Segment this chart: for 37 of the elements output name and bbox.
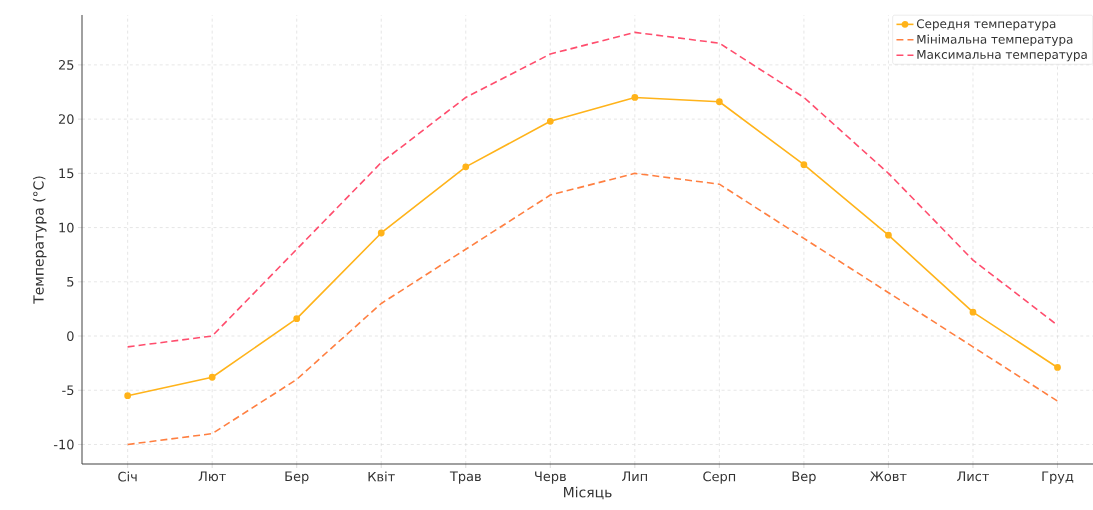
point [546, 117, 554, 125]
y-tick-label: 25 [58, 59, 74, 70]
x-tick-label: Черв [535, 471, 566, 484]
y-tick-label: -5 [62, 385, 74, 396]
point [124, 392, 132, 400]
x-tick-label: Лют [198, 471, 226, 482]
x-tick-label: Лист [957, 471, 990, 482]
y-tick-label: 5 [67, 276, 74, 287]
x-tick-label: Лип [622, 471, 647, 481]
y-tick-label: 0 [67, 331, 74, 341]
y-tick-label: 20 [58, 114, 74, 125]
point [462, 163, 470, 171]
x-tick-label: Бер [285, 471, 309, 484]
legend-label: Максимальна температура [917, 50, 1087, 62]
point [377, 229, 385, 237]
x-tick-label: Серп [703, 471, 736, 484]
y-tick-label: -10 [53, 439, 74, 450]
y-tick-label: 15 [59, 168, 74, 179]
point [631, 94, 639, 101]
point [715, 98, 723, 106]
x-tick-label: Вер [792, 471, 816, 484]
point [293, 315, 301, 323]
x-tick-label: Жовт [870, 471, 907, 482]
legend-label: Середня температура [916, 19, 1056, 31]
x-tick-label: Груд [1042, 471, 1074, 484]
y-axis-title: Температура (°C) [32, 176, 47, 304]
point [969, 308, 977, 316]
x-tick-label: Квіт [368, 471, 395, 482]
point [885, 231, 892, 239]
x-axis-title: Місяць [564, 486, 612, 500]
x-tick-label: Трав [449, 471, 481, 484]
x-tick-label: Січ [118, 471, 137, 482]
point [1054, 364, 1061, 371]
legend-label: Мінімальна температура [917, 34, 1073, 47]
y-tick-label: 10 [59, 222, 74, 233]
point [208, 373, 216, 381]
point [800, 161, 808, 169]
